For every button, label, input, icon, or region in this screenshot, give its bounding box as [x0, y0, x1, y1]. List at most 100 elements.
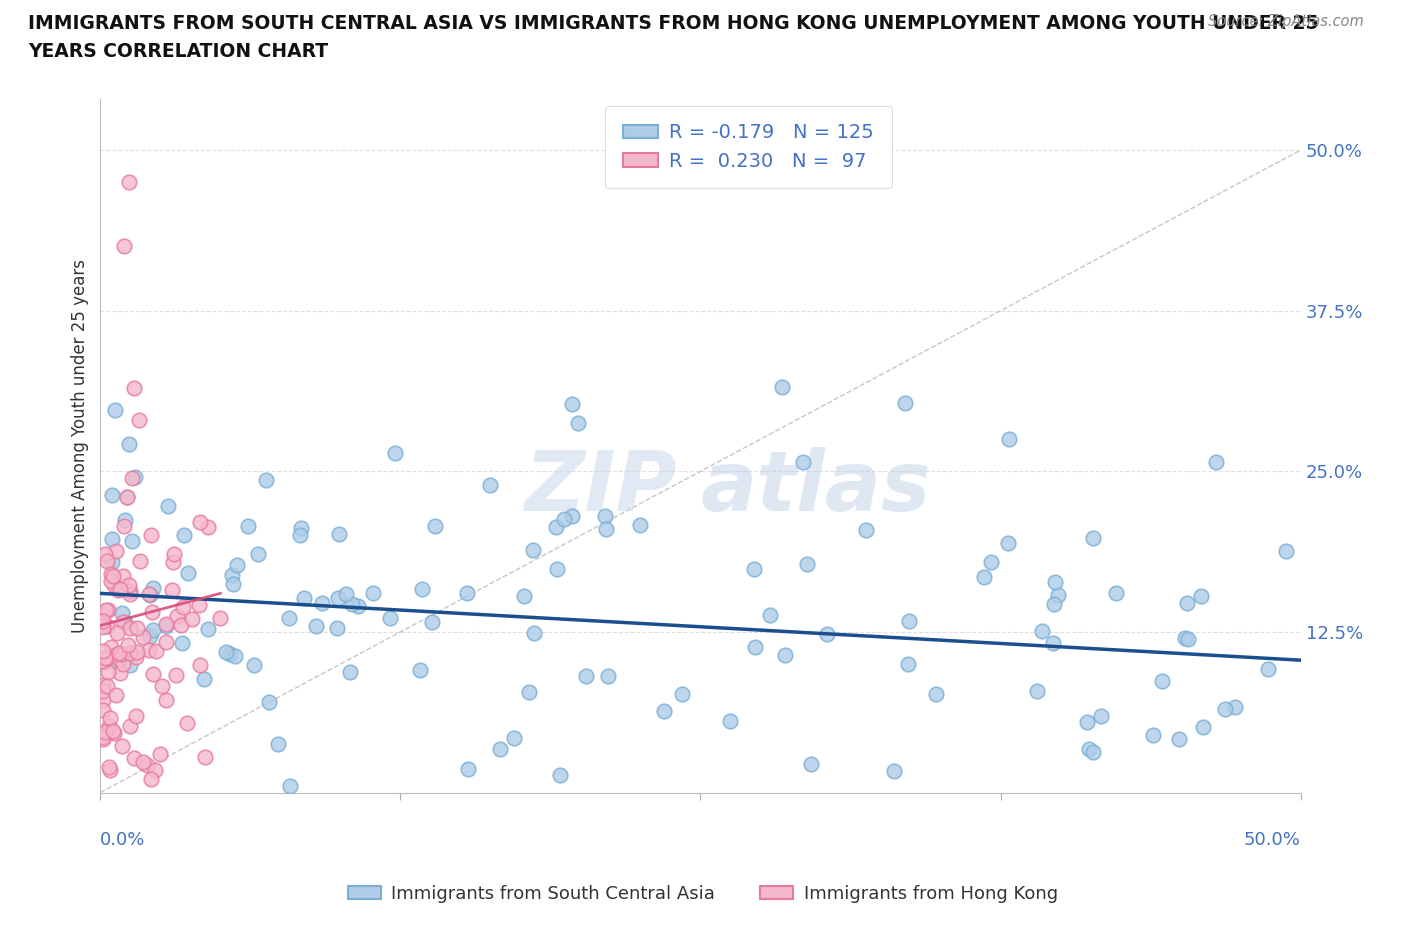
Point — [97, 718, 120, 733]
Point — [91, 684, 114, 698]
Point — [188, 658, 211, 672]
Point — [91, 654, 114, 669]
Point — [91, 677, 114, 692]
Point — [118, 620, 141, 635]
Point — [980, 555, 1002, 570]
Point — [132, 754, 155, 769]
Point — [112, 615, 135, 630]
Point — [170, 618, 193, 632]
Point — [209, 610, 232, 625]
Point — [125, 709, 148, 724]
Point — [173, 527, 195, 542]
Point — [1189, 589, 1212, 604]
Point — [176, 716, 198, 731]
Point — [139, 629, 162, 644]
Point — [346, 598, 368, 613]
Point — [744, 640, 766, 655]
Point — [131, 630, 153, 644]
Point — [180, 612, 202, 627]
Point — [129, 553, 152, 568]
Point — [149, 746, 172, 761]
Point — [742, 562, 765, 577]
Point — [103, 578, 125, 592]
Point — [553, 512, 575, 526]
Point — [100, 574, 122, 589]
Point — [305, 618, 328, 633]
Point — [546, 562, 568, 577]
Point — [292, 591, 315, 605]
Point — [156, 498, 179, 513]
Point — [1104, 586, 1126, 601]
Text: YEARS CORRELATION CHART: YEARS CORRELATION CHART — [28, 42, 328, 60]
Point — [112, 568, 135, 583]
Point — [121, 471, 143, 485]
Point — [1025, 684, 1047, 698]
Point — [1090, 709, 1112, 724]
Point — [91, 731, 114, 746]
Point — [118, 175, 141, 190]
Point — [108, 581, 131, 596]
Point — [172, 600, 194, 615]
Point — [1031, 623, 1053, 638]
Point — [118, 587, 141, 602]
Point — [162, 554, 184, 569]
Point — [101, 653, 124, 668]
Point — [166, 609, 188, 624]
Point — [91, 619, 114, 634]
Point — [267, 737, 290, 751]
Point — [96, 678, 118, 693]
Point — [800, 756, 823, 771]
Point — [973, 569, 995, 584]
Point — [254, 472, 277, 487]
Point — [1076, 714, 1098, 729]
Point — [142, 623, 165, 638]
Point — [117, 489, 139, 504]
Point — [1043, 575, 1066, 590]
Point — [125, 644, 148, 659]
Point — [898, 614, 921, 629]
Point — [104, 403, 127, 418]
Point — [177, 565, 200, 580]
Legend: R = -0.179   N = 125, R =  0.230   N =  97: R = -0.179 N = 125, R = 0.230 N = 97 — [606, 106, 891, 189]
Point — [188, 514, 211, 529]
Point — [101, 532, 124, 547]
Point — [997, 535, 1019, 550]
Point — [770, 379, 793, 394]
Point — [143, 762, 166, 777]
Point — [342, 596, 364, 611]
Point — [114, 615, 136, 630]
Point — [120, 583, 142, 598]
Point — [411, 581, 433, 596]
Point — [112, 239, 135, 254]
Point — [1213, 702, 1236, 717]
Point — [575, 669, 598, 684]
Point — [457, 762, 479, 777]
Point — [117, 578, 139, 593]
Point — [222, 577, 245, 591]
Point — [328, 591, 350, 605]
Point — [456, 585, 478, 600]
Point — [1081, 744, 1104, 759]
Point — [561, 396, 583, 411]
Point — [160, 582, 183, 597]
Point — [155, 634, 177, 649]
Point — [96, 554, 118, 569]
Point — [290, 528, 312, 543]
Point — [897, 657, 920, 671]
Point — [652, 704, 675, 719]
Point — [91, 607, 114, 622]
Point — [197, 621, 219, 636]
Text: atlas: atlas — [700, 446, 931, 527]
Point — [1174, 631, 1197, 645]
Point — [139, 588, 162, 603]
Point — [108, 666, 131, 681]
Point — [1205, 454, 1227, 469]
Point — [243, 658, 266, 672]
Point — [111, 657, 134, 671]
Point — [114, 512, 136, 527]
Point — [1042, 597, 1064, 612]
Point — [145, 644, 167, 658]
Point — [855, 523, 877, 538]
Point — [101, 487, 124, 502]
Point — [100, 640, 122, 655]
